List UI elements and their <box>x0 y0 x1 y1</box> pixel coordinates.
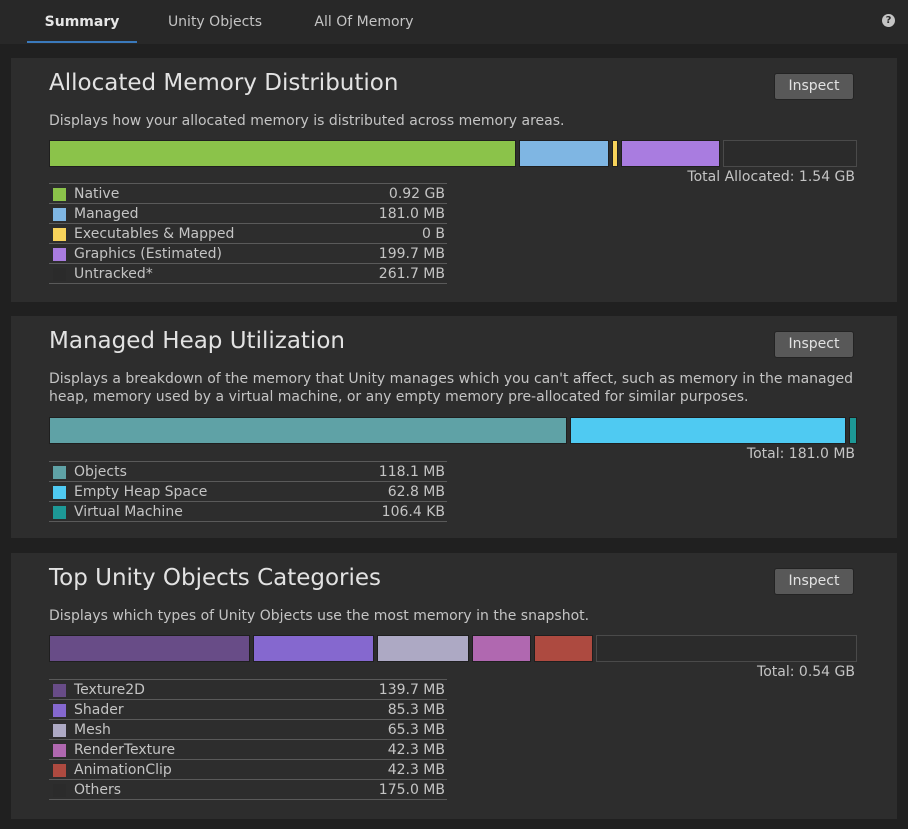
section-title: Top Unity Objects Categories <box>49 565 382 591</box>
memory-bar <box>49 417 857 444</box>
legend-value: 65.3 MB <box>387 722 445 738</box>
bar-segment-native[interactable] <box>49 140 516 167</box>
legend-row: Executables & Mapped 0 B <box>49 224 447 244</box>
legend-label: Untracked* <box>74 266 153 282</box>
legend-row: Objects 118.1 MB <box>49 462 447 482</box>
legend-label: Empty Heap Space <box>74 484 208 500</box>
legend-label: Virtual Machine <box>74 504 183 520</box>
color-swatch <box>53 486 66 499</box>
legend-value: 199.7 MB <box>378 246 445 262</box>
legend-label: Others <box>74 782 122 798</box>
legend-row: Native 0.92 GB <box>49 184 447 204</box>
bar-segment-objects[interactable] <box>49 417 567 444</box>
bar-segment-executables-mapped[interactable] <box>612 140 618 167</box>
color-swatch <box>53 506 66 519</box>
active-tab-indicator <box>27 41 137 43</box>
memory-bar <box>49 635 857 662</box>
tab-summary[interactable]: Summary <box>44 14 120 30</box>
inspect-button[interactable]: Inspect <box>774 568 854 595</box>
legend-label: Texture2D <box>74 682 145 698</box>
legend-label: Mesh <box>74 722 111 738</box>
managed-heap-section: Managed Heap Utilization Inspect Display… <box>11 316 897 538</box>
color-swatch <box>53 744 66 757</box>
bar-segment-shader[interactable] <box>253 635 374 662</box>
section-description: Displays which types of Unity Objects us… <box>49 608 590 624</box>
legend-row: Untracked* 261.7 MB <box>49 264 447 284</box>
legend-row: Empty Heap Space 62.8 MB <box>49 482 447 502</box>
legend-table: Native 0.92 GB Managed 181.0 MB Executables … <box>49 183 447 284</box>
allocated-memory-section: Allocated Memory Distribution Inspect Di… <box>11 58 897 302</box>
legend-value: 139.7 MB <box>378 682 445 698</box>
bar-segment-others[interactable] <box>596 635 857 662</box>
legend-value: 0 B <box>422 226 445 242</box>
legend-value: 42.3 MB <box>387 742 445 758</box>
bar-segment-graphics-estimated[interactable] <box>621 140 720 167</box>
tab-bar: Summary Unity Objects All Of Memory ? <box>0 0 908 44</box>
inspect-button[interactable]: Inspect <box>774 73 854 100</box>
bar-segment-managed[interactable] <box>519 140 609 167</box>
section-description: Displays a breakdown of the memory that … <box>49 371 854 405</box>
legend-label: RenderTexture <box>74 742 176 758</box>
bar-segment-animationclip[interactable] <box>534 635 593 662</box>
section-title: Allocated Memory Distribution <box>49 70 399 96</box>
legend-label: Objects <box>74 464 127 480</box>
memory-bar <box>49 140 857 167</box>
legend-value: 106.4 KB <box>381 504 445 520</box>
legend-row: RenderTexture 42.3 MB <box>49 740 447 760</box>
bar-segment-empty-heap-space[interactable] <box>570 417 846 444</box>
legend-value: 0.92 GB <box>388 186 445 202</box>
legend-label: Managed <box>74 206 139 222</box>
legend-row: Managed 181.0 MB <box>49 204 447 224</box>
section-title: Managed Heap Utilization <box>49 328 345 354</box>
legend-label: Executables & Mapped <box>74 226 235 242</box>
bar-segment-texture2d[interactable] <box>49 635 250 662</box>
legend-value: 261.7 MB <box>378 266 445 282</box>
legend-table: Objects 118.1 MB Empty Heap Space 62.8 MB Vi… <box>49 461 447 522</box>
total-label: Total: 181.0 MB <box>746 446 855 462</box>
help-circle-icon[interactable]: ? <box>882 14 895 27</box>
legend-value: 175.0 MB <box>378 782 445 798</box>
legend-label: Native <box>74 186 120 202</box>
bar-segment-virtual-machine[interactable] <box>849 417 857 444</box>
legend-row: Shader 85.3 MB <box>49 700 447 720</box>
legend-value: 118.1 MB <box>378 464 445 480</box>
section-description: Displays how your allocated memory is di… <box>49 113 565 129</box>
color-swatch <box>53 684 66 697</box>
legend-label: Shader <box>74 702 124 718</box>
legend-value: 181.0 MB <box>378 206 445 222</box>
color-swatch <box>53 784 66 797</box>
tab-unity-objects[interactable]: Unity Objects <box>167 14 263 30</box>
bar-segment-untracked[interactable] <box>723 140 857 167</box>
color-swatch <box>53 268 66 281</box>
legend-row: Others 175.0 MB <box>49 780 447 800</box>
total-label: Total Allocated: 1.54 GB <box>687 169 855 185</box>
tab-all-of-memory[interactable]: All Of Memory <box>314 14 414 30</box>
bar-segment-mesh[interactable] <box>377 635 469 662</box>
top-unity-objects-section: Top Unity Objects Categories Inspect Dis… <box>11 553 897 819</box>
legend-row: Mesh 65.3 MB <box>49 720 447 740</box>
legend-label: AnimationClip <box>74 762 172 778</box>
legend-row: AnimationClip 42.3 MB <box>49 760 447 780</box>
color-swatch <box>53 704 66 717</box>
legend-value: 62.8 MB <box>387 484 445 500</box>
color-swatch <box>53 724 66 737</box>
color-swatch <box>53 466 66 479</box>
color-swatch <box>53 228 66 241</box>
legend-value: 42.3 MB <box>387 762 445 778</box>
color-swatch <box>53 764 66 777</box>
total-label: Total: 0.54 GB <box>757 664 855 680</box>
legend-table: Texture2D 139.7 MB Shader 85.3 MB Mesh 65.3 M… <box>49 679 447 800</box>
legend-row: Virtual Machine 106.4 KB <box>49 502 447 522</box>
legend-row: Texture2D 139.7 MB <box>49 680 447 700</box>
legend-label: Graphics (Estimated) <box>74 246 222 262</box>
bar-segment-rendertexture[interactable] <box>472 635 531 662</box>
legend-value: 85.3 MB <box>387 702 445 718</box>
color-swatch <box>53 248 66 261</box>
legend-row: Graphics (Estimated) 199.7 MB <box>49 244 447 264</box>
inspect-button[interactable]: Inspect <box>774 331 854 358</box>
color-swatch <box>53 208 66 221</box>
color-swatch <box>53 188 66 201</box>
